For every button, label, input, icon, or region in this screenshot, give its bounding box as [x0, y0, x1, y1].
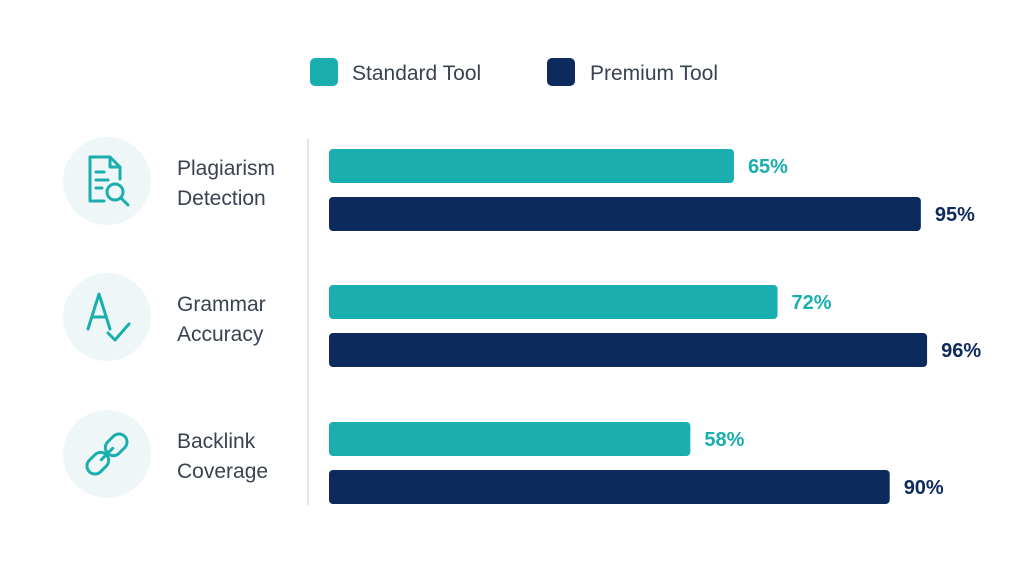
- bar-1-0: [329, 285, 778, 319]
- data-label-2-0: 58%: [704, 429, 744, 451]
- bar-1-1: [329, 333, 928, 367]
- data-label-1-0: 72%: [792, 292, 832, 314]
- category-label-0: Plagiarism Detection: [177, 157, 275, 210]
- category-label-1: Grammar Accuracy: [177, 293, 266, 346]
- spell-check-icon: [86, 292, 131, 342]
- legend-swatch-1: [547, 58, 575, 86]
- link-icon: [85, 432, 129, 476]
- data-label-0-0: 65%: [748, 156, 788, 178]
- legend-swatch-0: [310, 58, 338, 86]
- document-search-icon: [88, 155, 130, 207]
- legend: Standard Tool Premium Tool: [310, 58, 718, 86]
- bar-2-1: [329, 470, 890, 504]
- bar-2-0: [329, 422, 691, 456]
- data-label-0-1: 95%: [935, 204, 975, 226]
- bars: 65% 95% 72% 96% 58% 90%: [329, 149, 981, 504]
- bar-0-1: [329, 197, 921, 231]
- legend-label-1: Premium Tool: [590, 62, 718, 85]
- bar-0-0: [329, 149, 734, 183]
- category-labels: Plagiarism Detection Grammar Accuracy Backli…: [63, 137, 275, 498]
- data-label-2-1: 90%: [904, 477, 944, 499]
- category-label-2: Backlink Coverage: [177, 430, 268, 483]
- legend-label-0: Standard Tool: [352, 62, 481, 85]
- data-label-1-1: 96%: [941, 340, 981, 362]
